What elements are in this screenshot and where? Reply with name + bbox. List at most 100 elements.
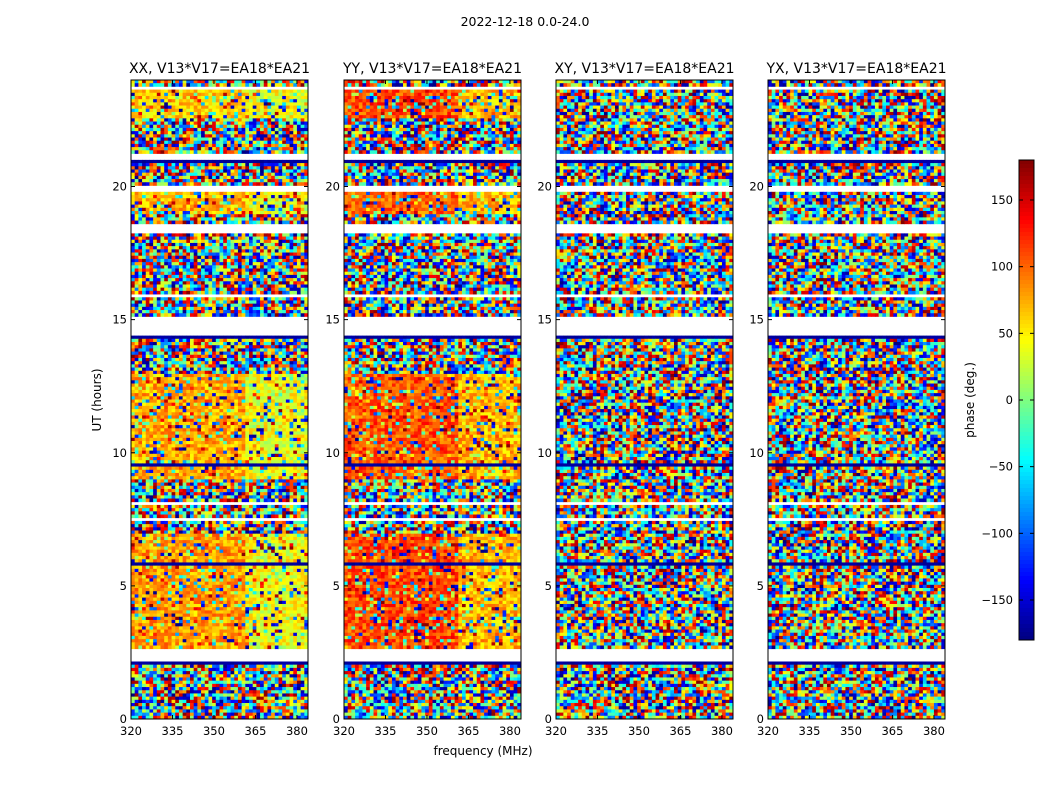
- heatmap-cell: [153, 115, 158, 119]
- heatmap-cell: [249, 111, 254, 116]
- heatmap-cell: [234, 236, 239, 241]
- heatmap-cell: [160, 335, 165, 340]
- heatmap-cell: [190, 239, 195, 244]
- heatmap-cell: [256, 236, 261, 241]
- heatmap-cell: [167, 169, 172, 174]
- heatmap-cell: [245, 214, 250, 218]
- heatmap-cell: [156, 441, 161, 445]
- heatmap-cell: [197, 83, 202, 87]
- heatmap-cell: [178, 268, 184, 273]
- heatmap-cell: [252, 290, 257, 295]
- heatmap-cell: [156, 195, 161, 199]
- heatmap-cell: [182, 265, 187, 269]
- heatmap-cell: [208, 236, 213, 241]
- heatmap-cell: [249, 195, 254, 199]
- heatmap-cell: [223, 281, 228, 285]
- heatmap-cell: [138, 310, 143, 314]
- heatmap-cell: [249, 415, 254, 420]
- heatmap-cell: [282, 105, 287, 110]
- heatmap-cell: [245, 345, 250, 349]
- heatmap-cell: [134, 89, 139, 94]
- heatmap-cell: [212, 274, 217, 279]
- heatmap-cell: [190, 163, 195, 167]
- heatmap-cell: [171, 262, 176, 266]
- heatmap-cell: [167, 143, 172, 148]
- heatmap-cell: [234, 377, 239, 381]
- heatmap-cell: [212, 386, 217, 391]
- heatmap-cell: [285, 92, 290, 97]
- heatmap-cell: [164, 367, 169, 372]
- heatmap-cell: [145, 271, 150, 276]
- heatmap-cell: [219, 175, 224, 180]
- heatmap-cell: [285, 377, 290, 381]
- heatmap-cell: [193, 95, 198, 100]
- heatmap-cell: [226, 89, 231, 94]
- heatmap-cell: [249, 335, 254, 340]
- heatmap-cell: [226, 453, 231, 458]
- heatmap-cell: [182, 274, 187, 279]
- heatmap-cell: [237, 252, 243, 257]
- heatmap-cell: [186, 252, 191, 257]
- heatmap-cell: [171, 389, 176, 394]
- heatmap-cell: [226, 220, 231, 225]
- heatmap-cell: [289, 118, 294, 122]
- heatmap-cell: [226, 354, 231, 359]
- heatmap-cell: [160, 367, 165, 372]
- heatmap-cell: [223, 233, 228, 237]
- heatmap-cell: [164, 373, 169, 378]
- heatmap-cell: [230, 252, 235, 257]
- heatmap-cell: [178, 214, 184, 218]
- heatmap-cell: [145, 198, 150, 202]
- heatmap-cell: [153, 239, 158, 244]
- heatmap-cell: [241, 437, 246, 442]
- heatmap-cell: [175, 278, 180, 282]
- heatmap-cell: [256, 409, 261, 413]
- heatmap-cell: [160, 313, 165, 317]
- heatmap-cell: [134, 214, 139, 218]
- heatmap-cell: [149, 249, 154, 253]
- heatmap-cell: [237, 108, 243, 113]
- heatmap-cell: [182, 147, 187, 151]
- heatmap-cell: [245, 201, 250, 205]
- heatmap-cell: [182, 131, 187, 135]
- heatmap-cell: [252, 313, 257, 317]
- heatmap-cell: [149, 182, 154, 186]
- heatmap-cell: [260, 402, 265, 407]
- heatmap-cell: [204, 265, 209, 269]
- heatmap-cell: [219, 89, 224, 94]
- heatmap-cell: [285, 412, 290, 416]
- heatmap-cell: [131, 217, 136, 221]
- heatmap-cell: [153, 421, 158, 426]
- heatmap-cell: [153, 357, 158, 362]
- heatmap-cell: [190, 457, 195, 461]
- heatmap-cell: [289, 159, 294, 164]
- heatmap-cell: [197, 150, 202, 154]
- heatmap-cell: [263, 450, 268, 455]
- heatmap-cell: [190, 255, 195, 260]
- heatmap-cell: [167, 447, 172, 452]
- heatmap-cell: [204, 457, 209, 461]
- heatmap-cell: [142, 441, 147, 445]
- heatmap-cell: [282, 207, 287, 212]
- heatmap-cell: [296, 386, 302, 391]
- heatmap-cell: [178, 147, 184, 151]
- heatmap-cell: [263, 428, 268, 432]
- heatmap-cell: [208, 207, 213, 212]
- heatmap-cell: [274, 345, 279, 349]
- heatmap-cell: [245, 287, 250, 292]
- heatmap-cell: [171, 166, 176, 170]
- heatmap-cell: [252, 297, 257, 301]
- heatmap-cell: [142, 437, 147, 442]
- heatmap-cell: [300, 434, 305, 439]
- heatmap-cell: [289, 428, 294, 432]
- heatmap-cell: [138, 431, 143, 436]
- heatmap-cell: [171, 265, 176, 269]
- heatmap-cell: [138, 402, 143, 407]
- heatmap-cell: [156, 233, 161, 237]
- heatmap-cell: [208, 373, 213, 378]
- heatmap-cell: [175, 444, 180, 448]
- heatmap-cell: [226, 434, 231, 439]
- heatmap-cell: [160, 274, 165, 279]
- heatmap-cell: [245, 258, 250, 263]
- heatmap-cell: [212, 105, 217, 110]
